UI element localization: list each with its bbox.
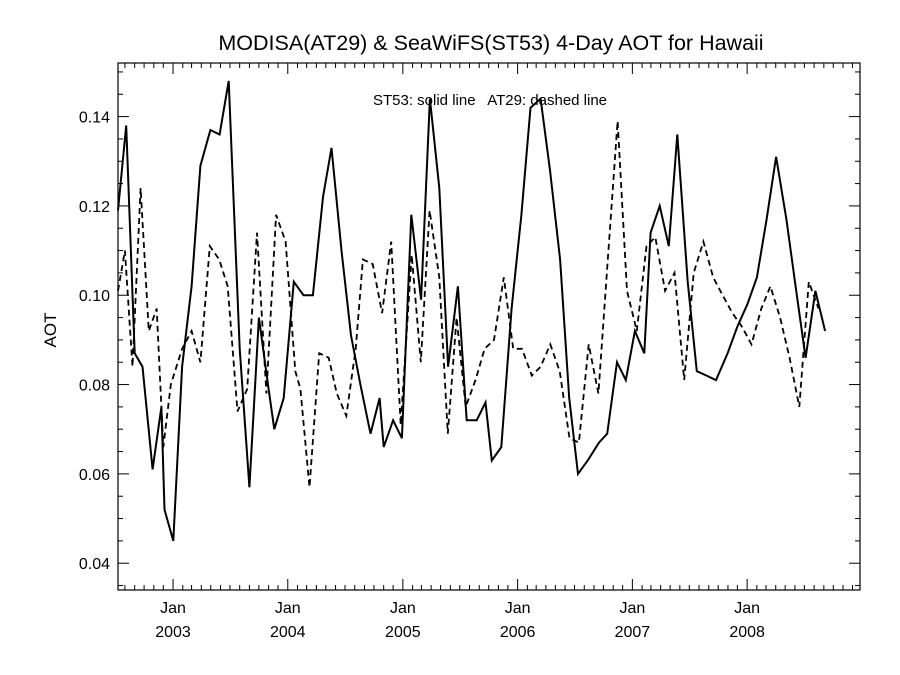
x-tick-year-label: 2003 [155,624,191,641]
x-tick-month-label: Jan [390,600,416,617]
y-tick-label: 0.08 [79,378,110,395]
y-tick-label: 0.04 [79,556,110,573]
axis-layer: 0.04 0.06 0.08 0.10 0.12 0.14 Jan 2003 Jan 2004 Ja… [79,63,860,641]
series-annotation: ST53: solid line AT29: dashed line [373,92,607,109]
x-tick-month-label: Jan [160,600,186,617]
series-layer [117,80,827,542]
x-tick-year-label: 2005 [385,624,421,641]
x-tick-month-label: Jan [275,600,301,617]
x-tick-year-label: 2007 [615,624,651,641]
x-tick-year-label: 2004 [270,624,306,641]
y-tick-label: 0.12 [79,199,110,216]
x-tick-year-label: 2008 [729,624,765,641]
y-tick-label: 0.10 [79,288,110,305]
y-tick-label: 0.14 [79,110,110,127]
chart-title: MODISA(AT29) & SeaWiFS(ST53) 4-Day AOT f… [218,31,763,55]
plot-frame [117,62,861,591]
x-tick-month-label: Jan [619,600,645,617]
x-tick-year-label: 2006 [500,624,536,641]
y-tick-label: 0.06 [79,467,110,484]
x-tick-month-label: Jan [505,600,531,617]
y-axis-label: AOT [41,313,60,348]
series-line-at29 [117,121,820,488]
x-tick-month-label: Jan [734,600,760,617]
series-st53 [117,80,827,542]
series-line-st53 [117,80,827,542]
series-at29 [117,121,820,488]
